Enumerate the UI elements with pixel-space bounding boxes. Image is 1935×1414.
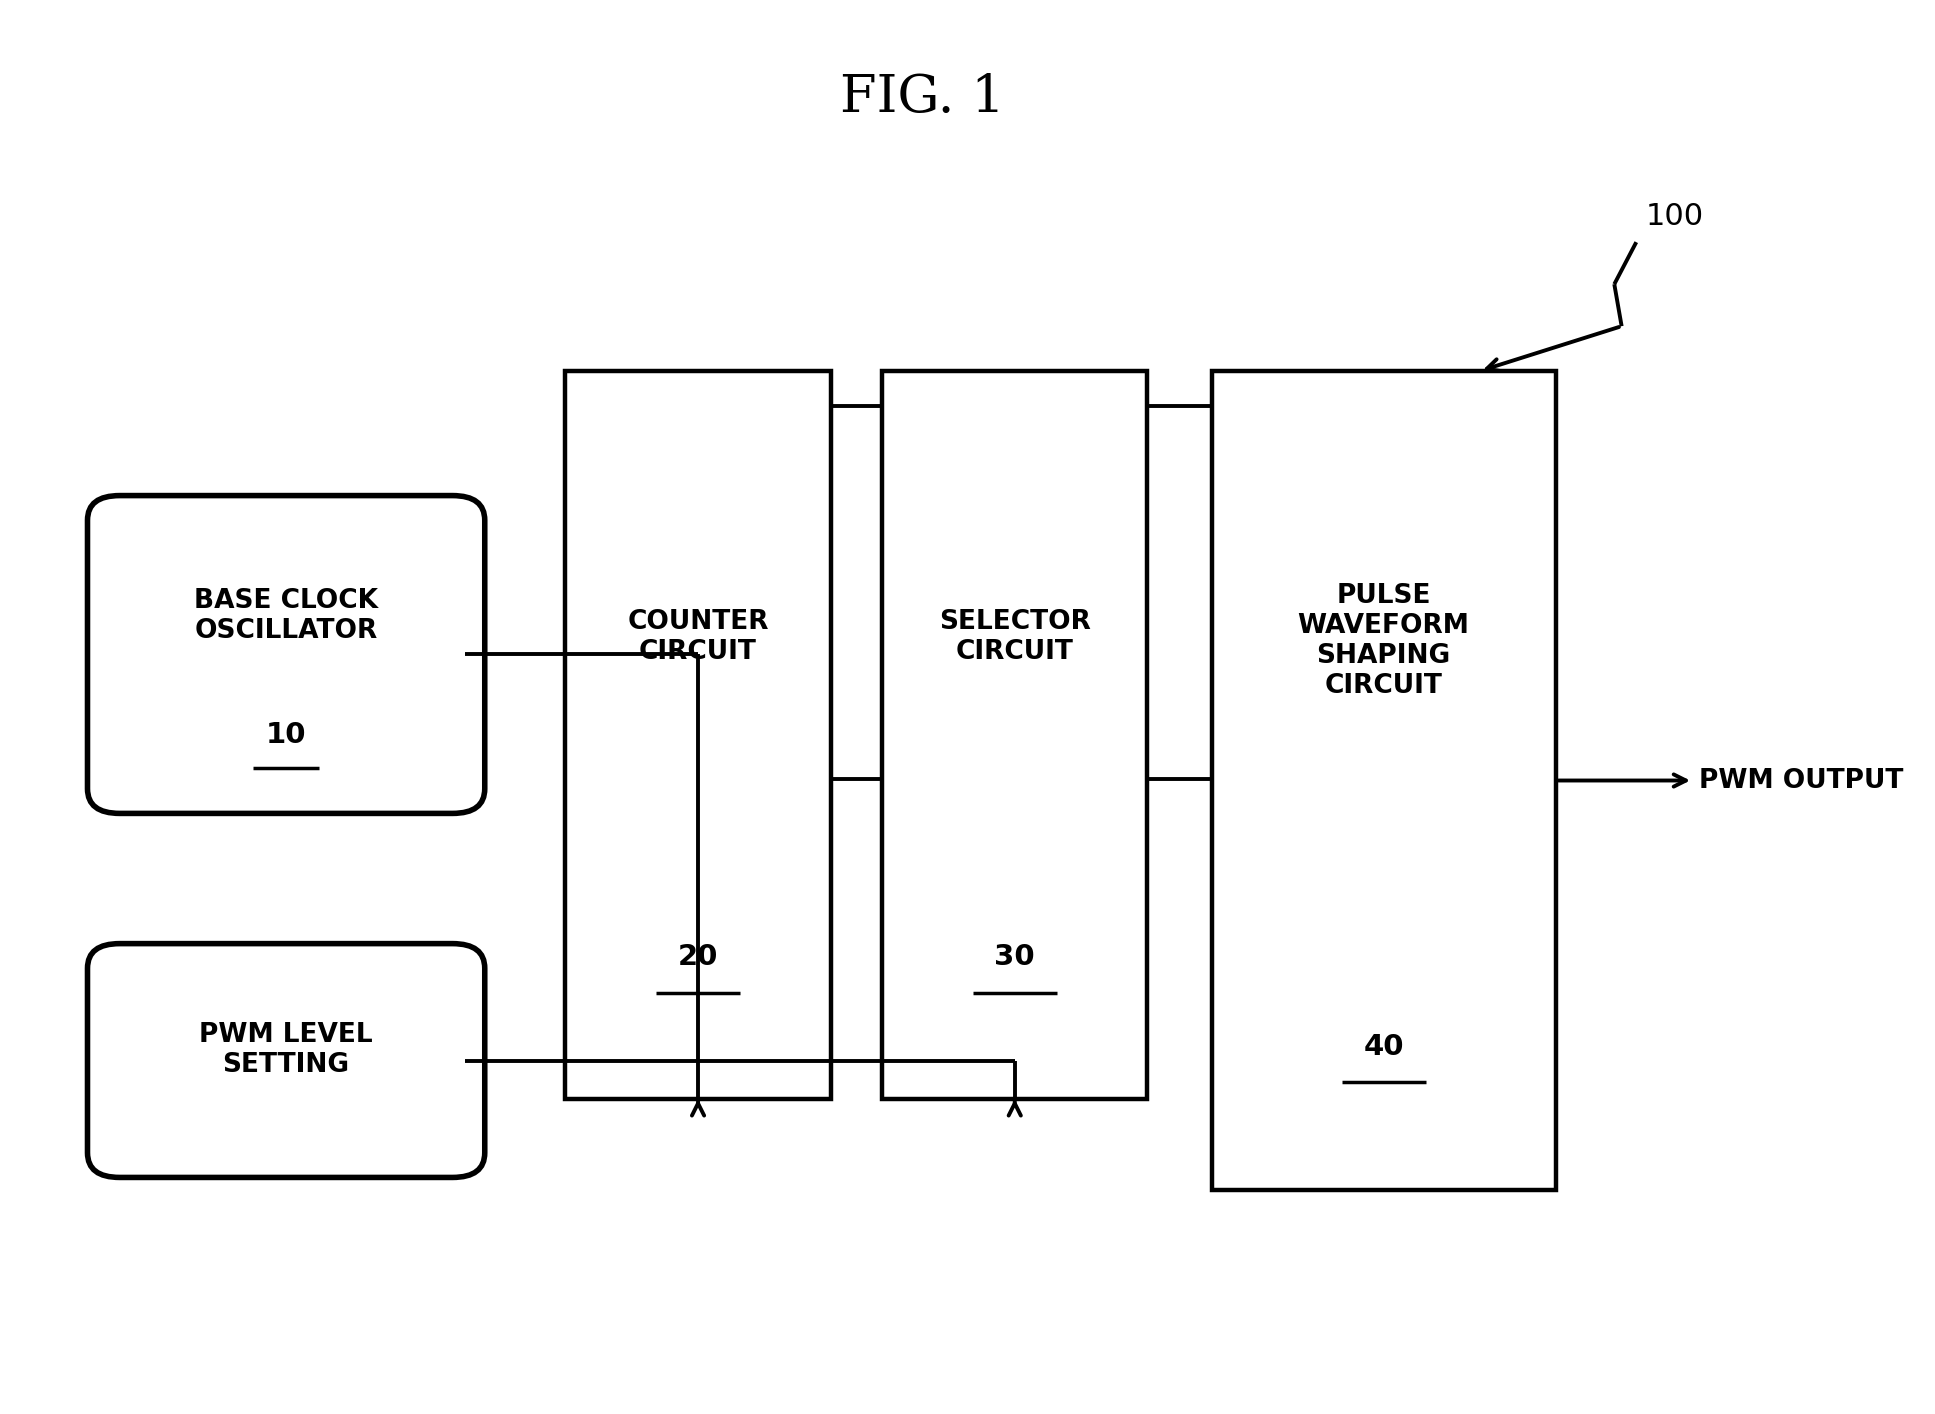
Text: COUNTER
CIRCUIT: COUNTER CIRCUIT [627,608,768,665]
Text: FIG. 1: FIG. 1 [840,72,1004,123]
Bar [1211,370,1556,1191]
Text: 30: 30 [995,943,1035,971]
Text: PWM OUTPUT: PWM OUTPUT [1699,768,1902,793]
Text: PWM LEVEL
SETTING: PWM LEVEL SETTING [199,1022,373,1079]
Text: BASE CLOCK
OSCILLATOR: BASE CLOCK OSCILLATOR [194,588,377,643]
Text: 40: 40 [1364,1032,1405,1060]
Text: 100: 100 [1645,202,1703,230]
Text: PULSE
WAVEFORM
SHAPING
CIRCUIT: PULSE WAVEFORM SHAPING CIRCUIT [1298,583,1469,700]
FancyBboxPatch shape [87,943,486,1178]
Text: 20: 20 [677,943,718,971]
Bar [882,370,1147,1099]
Text: SELECTOR
CIRCUIT: SELECTOR CIRCUIT [938,608,1091,665]
FancyBboxPatch shape [87,495,486,813]
Text: 10: 10 [265,721,306,749]
Bar [565,370,830,1099]
